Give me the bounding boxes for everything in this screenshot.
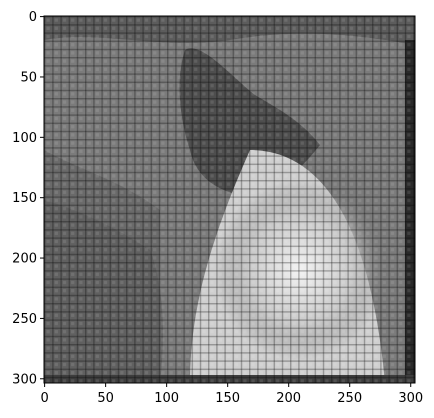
x-tick-label: 200 [276, 391, 301, 406]
x-axis-ticks: 0 50 100 150 200 250 300 [40, 383, 423, 406]
x-tick-label: 0 [40, 391, 48, 406]
x-tick-label: 250 [337, 391, 362, 406]
y-tick-label: 50 [20, 70, 37, 85]
y-tick-label: 0 [29, 10, 37, 25]
y-tick-label: 300 [12, 372, 37, 387]
axes-frame [43, 15, 416, 384]
y-tick-label: 100 [12, 131, 37, 146]
y-axis-ticks: 0 50 100 150 200 250 300 [12, 10, 44, 387]
y-tick-label: 200 [12, 252, 37, 267]
y-tick-label: 150 [12, 191, 37, 206]
x-tick-label: 300 [398, 391, 423, 406]
x-tick-label: 50 [97, 391, 114, 406]
x-tick-label: 150 [215, 391, 240, 406]
y-tick-label: 250 [12, 312, 37, 327]
grayscale-image [44, 16, 415, 383]
x-tick-label: 100 [154, 391, 179, 406]
